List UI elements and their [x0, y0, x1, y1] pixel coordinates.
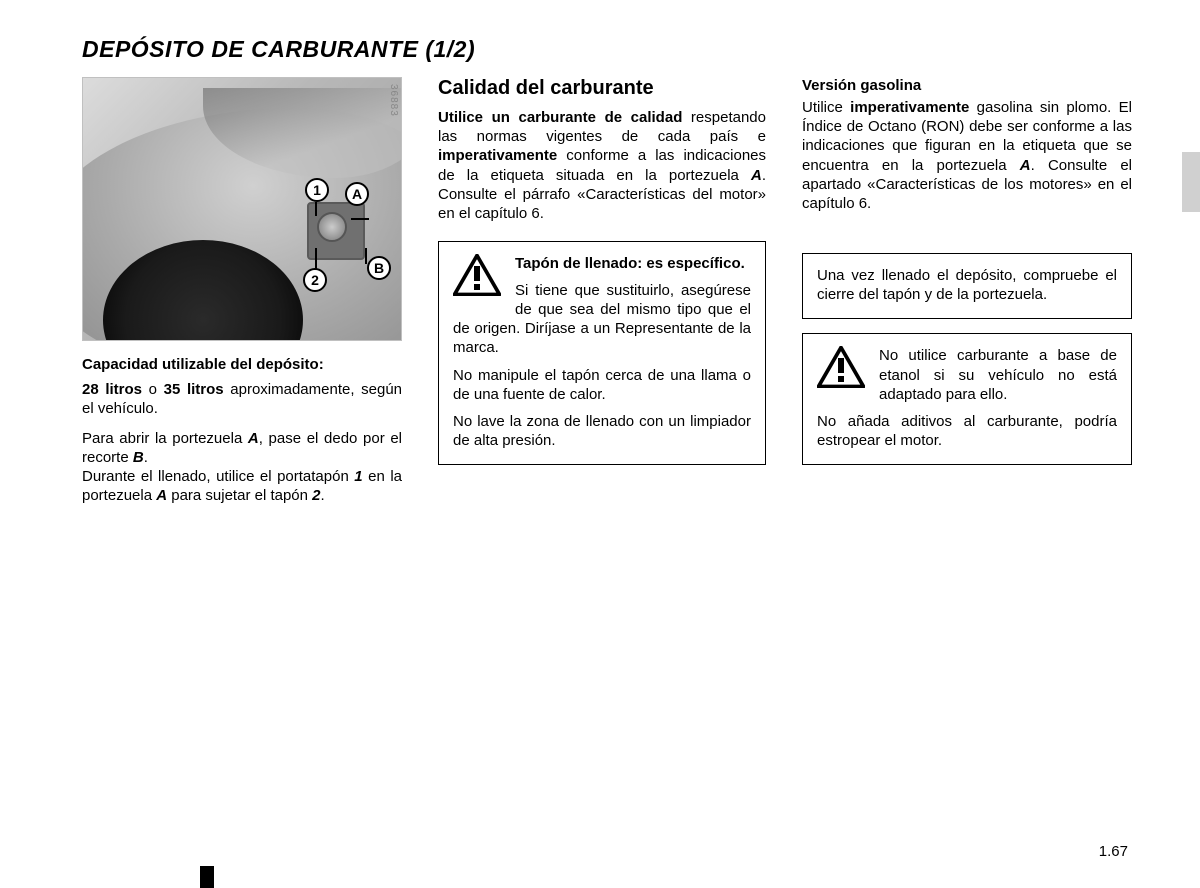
- ref-B: B: [133, 449, 144, 466]
- petrol-version-text: Utilice imperativamente gasolina sin plo…: [802, 98, 1132, 213]
- ref-A: A: [751, 167, 762, 184]
- box-line-3: No manipule el tapón cerca de una llama …: [453, 366, 751, 404]
- figure-fuel-tank: 1 A 2 B 36883: [82, 77, 402, 341]
- t: para sujetar el tapón: [167, 487, 312, 504]
- t: Una vez llenado el depósito, compruebe e…: [817, 266, 1117, 304]
- box-line-4: No lave la zona de llenado con un limpia…: [453, 412, 751, 450]
- footer-tab: [200, 866, 214, 888]
- callout-line: [365, 248, 367, 264]
- side-tab: [1182, 152, 1200, 212]
- columns: 1 A 2 B 36883 Capacidad utilizable del d…: [82, 77, 1130, 505]
- open-instructions: Para abrir la portezuela A, pase el dedo…: [82, 429, 402, 467]
- t: imperativamente: [438, 147, 557, 164]
- info-box-check-cap: Una vez llenado el depósito, compruebe e…: [802, 253, 1132, 319]
- callout-line: [351, 218, 369, 220]
- callout-1: 1: [305, 178, 329, 202]
- ref-A: A: [1020, 157, 1031, 174]
- capacity-35: 35 litros: [164, 381, 224, 398]
- t: Utilice: [802, 99, 850, 116]
- t: .: [321, 487, 325, 504]
- page-title: DEPÓSITO DE CARBURANTE (1/2): [82, 36, 1130, 63]
- fuel-quality-text: Utilice un carburante de calidad respeta…: [438, 108, 766, 223]
- spacer: [438, 223, 766, 227]
- t: Tapón de llenado: es específico.: [515, 255, 745, 272]
- t: .: [144, 449, 148, 466]
- ref-1: 1: [354, 468, 362, 485]
- t: imperativamente: [850, 99, 969, 116]
- t: Utilice un carburante de calidad: [438, 109, 682, 126]
- callout-line: [315, 202, 317, 216]
- column-right: Versión gasolina Utilice imperativamente…: [802, 77, 1132, 505]
- column-left: 1 A 2 B 36883 Capacidad utilizable del d…: [82, 77, 402, 505]
- column-middle: Calidad del carburante Utilice un carbur…: [438, 77, 766, 505]
- callout-2: 2: [303, 268, 327, 292]
- warning-icon: [817, 346, 869, 394]
- fill-instructions: Durante el llenado, utilice el portatapó…: [82, 467, 402, 505]
- capacity-or: o: [142, 381, 164, 398]
- warning-box-fill-cap: Tapón de llenado: es específico. Si tien…: [438, 241, 766, 466]
- capacity-heading: Capacidad utilizable del depósito:: [82, 355, 402, 374]
- callout-B: B: [367, 256, 391, 280]
- page-number: 1.67: [1099, 843, 1128, 860]
- callout-A: A: [345, 182, 369, 206]
- fuel-quality-heading: Calidad del carburante: [438, 77, 766, 100]
- manual-page: DEPÓSITO DE CARBURANTE (1/2) 1 A 2 B 368…: [0, 0, 1200, 888]
- capacity-heading-text: Capacidad utilizable del depósito:: [82, 356, 324, 373]
- t: Durante el llenado, utilice el portatapó…: [82, 468, 354, 485]
- capacity-values: 28 litros o 35 litros aproximadamente, s…: [82, 380, 402, 418]
- box-line-2: No añada aditivos al carburante, podría …: [817, 412, 1117, 450]
- ref-A: A: [248, 430, 259, 447]
- spacer: [802, 213, 1132, 239]
- warning-box-ethanol: No utilice carburante a base de etanol s…: [802, 333, 1132, 465]
- warning-icon: [453, 254, 505, 302]
- t: Para abrir la portezuela: [82, 430, 248, 447]
- capacity-28: 28 litros: [82, 381, 142, 398]
- ref-A: A: [156, 487, 167, 504]
- figure-id: 36883: [388, 84, 399, 117]
- petrol-version-heading: Versión gasolina: [802, 77, 1132, 94]
- ref-2: 2: [312, 487, 320, 504]
- fuel-cap-shape: [317, 212, 347, 242]
